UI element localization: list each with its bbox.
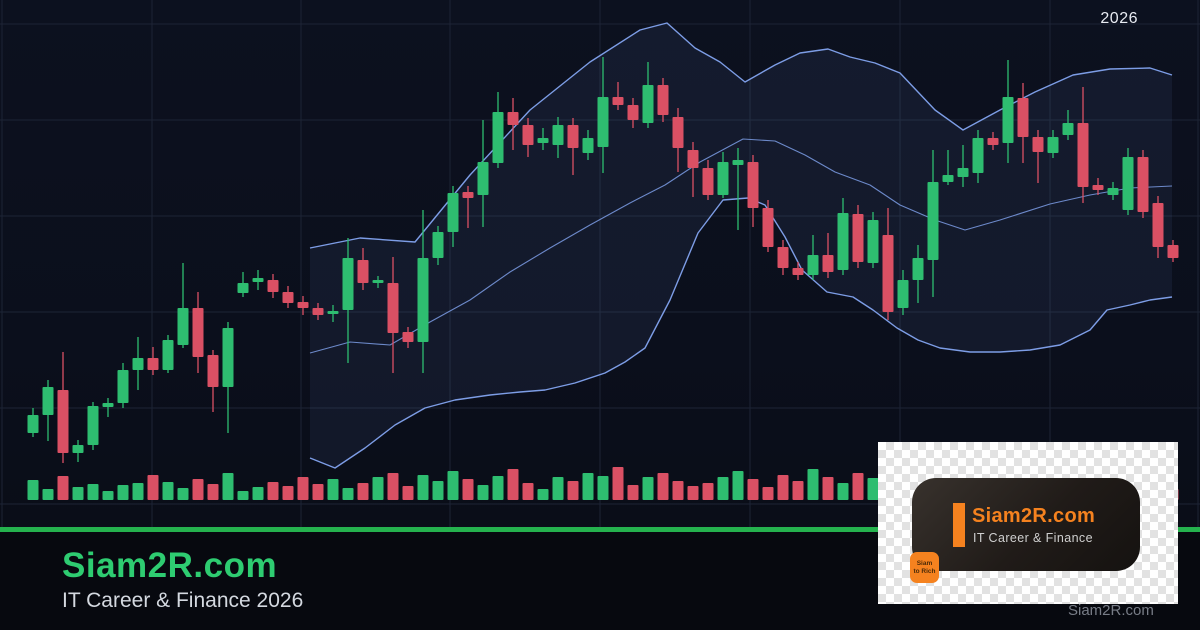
- badge-line1: Siam: [916, 560, 933, 568]
- footer-brand-text: Siam2R.com: [62, 546, 278, 585]
- siam-to-rich-badge: Siam to Rich: [910, 552, 939, 583]
- logo-card: Siam2R.com IT Career & Finance Siam to R…: [878, 442, 1178, 604]
- logo-tagline-text: IT Career & Finance: [973, 531, 1093, 545]
- logo-brand-text: Siam2R.com: [972, 505, 1096, 527]
- year-label: 2026: [1100, 10, 1138, 27]
- logo-orange-bar-icon: [953, 503, 965, 547]
- footer-tagline-text: IT Career & Finance 2026: [62, 589, 304, 612]
- badge-line2: to Rich: [913, 567, 936, 575]
- logo-dark-box: Siam2R.com IT Career & Finance: [912, 478, 1140, 571]
- watermark-text: Siam2R.com: [1068, 602, 1154, 619]
- green-divider-line: [0, 527, 1200, 532]
